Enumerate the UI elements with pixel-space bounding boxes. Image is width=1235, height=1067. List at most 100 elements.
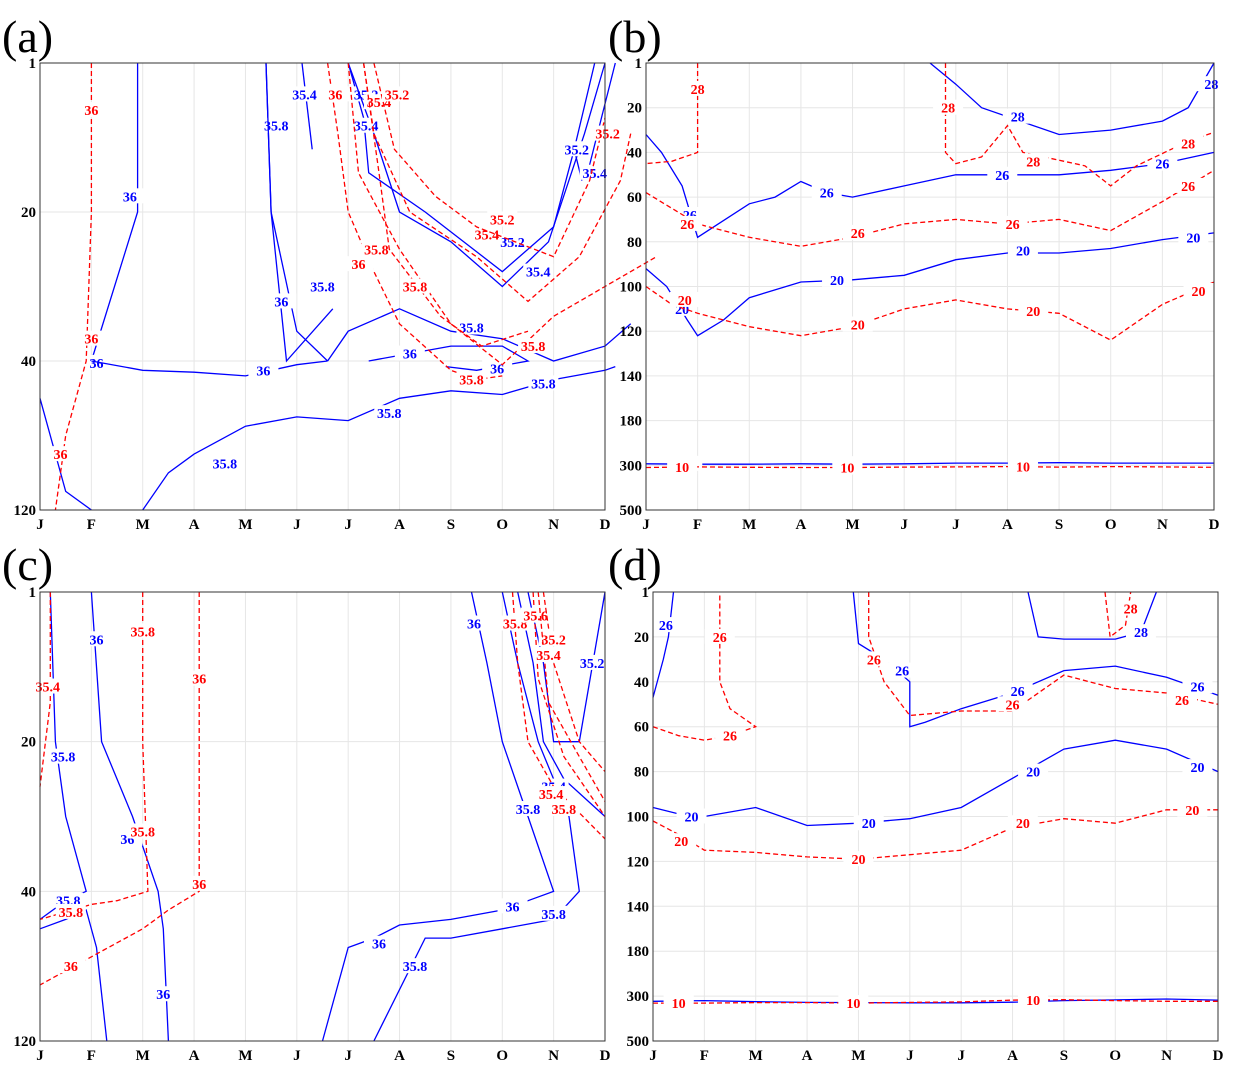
contour-label: 26	[680, 218, 694, 233]
contour-label-bg	[487, 211, 518, 227]
y-tick-label: 100	[620, 280, 643, 296]
contour-line-36	[368, 345, 530, 371]
contour-label: 20	[851, 853, 865, 868]
contour-label: 28	[1026, 155, 1040, 170]
contour-label-bg	[528, 375, 559, 391]
contour-label-bg	[81, 631, 112, 647]
panel-label-b: (b)	[608, 11, 662, 62]
x-tick-label: A	[802, 1048, 813, 1064]
y-tick-label: 500	[620, 503, 643, 519]
contours-d: 2626262628202020201010262626262628202020…	[650, 591, 1219, 1012]
x-tick-label: J	[900, 517, 908, 533]
contour-line-28	[944, 63, 1215, 187]
contour-label-bg	[381, 86, 412, 102]
contour-label-bg	[184, 875, 215, 891]
frame-c	[39, 591, 606, 1042]
contour-label-bg	[459, 615, 490, 631]
x-tick-label: J	[36, 517, 44, 533]
contour-label: 35.8	[213, 457, 238, 472]
y-tick-label: 80	[627, 235, 642, 251]
contour-line-10	[645, 462, 1214, 465]
contour-label-bg	[682, 80, 713, 96]
x-tick-label: F	[87, 517, 96, 533]
contour-label-bg	[343, 256, 374, 272]
contour-label: 36	[156, 988, 170, 1003]
contour-line-35.8	[373, 591, 580, 1042]
contour-label: 28	[1124, 603, 1138, 618]
panel-label-c: (c)	[2, 539, 53, 590]
x-tick-label: S	[1055, 517, 1063, 533]
y-tick-label: 1	[29, 585, 37, 601]
contour-label: 26	[1006, 698, 1020, 713]
contour-label-bg	[1196, 76, 1227, 92]
contours-b: 28 28 26 26 26 26 20 20 20 20 10 10 10 28 28 28 28 26 26 26…	[645, 62, 1227, 477]
x-tick-label: J	[906, 1048, 914, 1064]
contour-label: 10	[672, 997, 686, 1012]
contour-label: 26	[867, 653, 881, 668]
x-tick-label: A	[394, 517, 405, 533]
contour-label: 20	[1016, 245, 1030, 260]
contour-label: 20	[1186, 231, 1200, 246]
contour-label-bg	[538, 905, 569, 921]
contour-line-20	[652, 739, 1219, 827]
contour-label-bg	[1002, 682, 1033, 698]
contour-line-36	[39, 398, 92, 511]
contour-line-35.4	[301, 62, 313, 150]
y-tick-label: 20	[627, 101, 642, 117]
contour-label: 26	[1011, 685, 1025, 700]
contour-label-bg	[320, 86, 351, 102]
contour-label: 20	[851, 318, 865, 333]
x-tick-label: A	[189, 517, 200, 533]
contour-line-35.4	[517, 591, 606, 817]
contour-label: 36	[192, 878, 206, 893]
contour-label: 26	[995, 169, 1009, 184]
contour-label-bg	[842, 316, 873, 332]
contour-label: 36	[506, 900, 520, 915]
contour-label-bg	[456, 319, 487, 335]
contour-label: 36	[84, 104, 98, 119]
x-tick-label: F	[693, 517, 702, 533]
contour-line-35.2	[542, 591, 606, 773]
contour-label: 10	[840, 462, 854, 477]
contour-label: 35.8	[459, 374, 484, 389]
x-tick-label: N	[1161, 1048, 1172, 1064]
contour-label: 35.8	[310, 281, 335, 296]
contour-label: 20	[685, 811, 699, 826]
contour-label-bg	[289, 86, 320, 102]
contour-line-36	[265, 62, 329, 362]
y-tick-label: 1	[29, 56, 37, 72]
contour-line-35.8	[347, 62, 657, 366]
contour-line-35.4	[588, 62, 616, 166]
contour-label-bg	[822, 271, 853, 287]
contour-label-bg	[55, 903, 86, 919]
panel-b: (b) 28 28 26 26 26 26 20 20 20 20 10 10 10 28 28 28 28 26…	[608, 11, 1227, 533]
contour-label: 35.4	[292, 88, 317, 103]
contour-line-20	[645, 281, 1215, 341]
contour-label: 20	[678, 294, 692, 309]
contour-label: 35.4	[582, 167, 607, 182]
contour-label-bg	[669, 291, 700, 307]
contour-label-bg	[666, 833, 697, 849]
panel-label-a: (a)	[2, 11, 53, 62]
contour-label-bg	[1007, 815, 1038, 831]
contour-line-36	[90, 63, 139, 362]
contour-label-bg	[374, 405, 405, 421]
contour-label-bg	[832, 459, 863, 475]
contour-label: 35.8	[521, 340, 546, 355]
contour-line-26	[645, 169, 1215, 247]
x-tick-label: M	[851, 1048, 865, 1064]
contour-label-bg	[1018, 763, 1049, 779]
contour-label-bg	[1167, 691, 1198, 707]
contour-label: 36	[274, 295, 288, 310]
contour-label: 28	[1134, 626, 1148, 641]
contour-label-bg	[114, 188, 145, 204]
x-tick-label: M	[749, 1048, 763, 1064]
contour-label-bg	[561, 141, 592, 157]
contour-label: 20	[1016, 817, 1030, 832]
contour-label: 36	[64, 960, 78, 975]
x-tick-label: A	[1002, 517, 1013, 533]
